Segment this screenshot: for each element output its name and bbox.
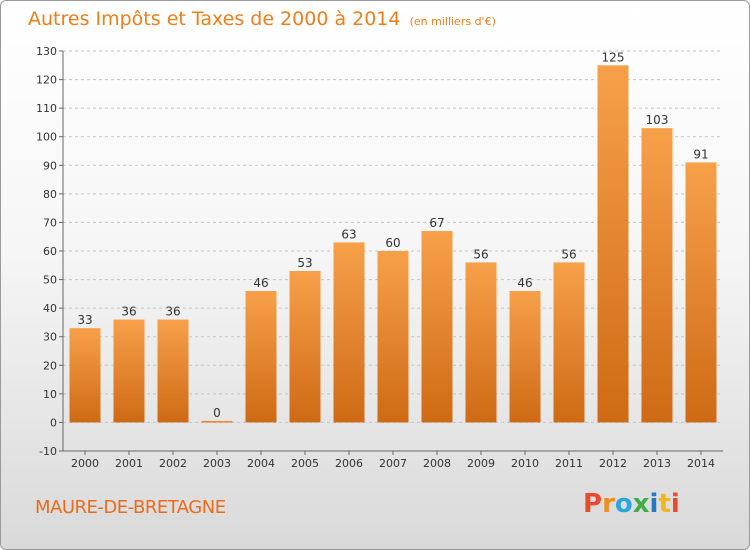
- x-tick-label: 2007: [379, 457, 407, 470]
- chart-unit: (en milliers d'€): [409, 15, 496, 28]
- y-tick-label: 100: [36, 131, 57, 144]
- y-tick-label: 110: [36, 102, 57, 115]
- data-label: 56: [473, 247, 488, 261]
- y-tick-label: 20: [43, 359, 57, 372]
- y-tick-label: 10: [43, 388, 57, 401]
- bar: [465, 262, 497, 423]
- y-tick-label: 130: [36, 45, 57, 58]
- x-tick-label: 2011: [555, 457, 583, 470]
- bar: [597, 65, 629, 423]
- y-tick-label: 60: [43, 245, 57, 258]
- x-tick-label: 2010: [511, 457, 539, 470]
- y-tick-label: -10: [39, 445, 57, 458]
- x-tick-label: 2006: [335, 457, 363, 470]
- data-labels: 33 36 36 0 46 53 63 60 67 56 46 56 125 103 91: [77, 50, 708, 420]
- data-label: 46: [253, 276, 268, 290]
- x-tick-label: 2008: [423, 457, 451, 470]
- bar: [641, 128, 673, 423]
- data-label: 60: [385, 236, 400, 250]
- logo-letter: i: [649, 489, 659, 519]
- x-tick-label: 2004: [247, 457, 275, 470]
- x-tick-label: 2013: [643, 457, 671, 470]
- y-tick-label: 120: [36, 74, 57, 87]
- commune-name: MAURE-DE-BRETAGNE: [35, 497, 226, 518]
- bar: [113, 319, 145, 423]
- bar: [289, 271, 321, 423]
- y-tick-label: 90: [43, 159, 57, 172]
- data-label: 63: [341, 227, 356, 241]
- y-tick-label: 50: [43, 274, 57, 287]
- y-tick-label: 30: [43, 331, 57, 344]
- bar: [553, 262, 585, 423]
- logo-letter: o: [614, 489, 633, 519]
- x-tick-label: 2009: [467, 457, 495, 470]
- data-label: 56: [561, 247, 576, 261]
- bar: [509, 291, 541, 423]
- proxiti-logo: Proxiti: [583, 489, 680, 519]
- bar: [377, 251, 409, 423]
- bars: [69, 65, 717, 423]
- data-label: 46: [517, 276, 532, 290]
- data-label: 103: [646, 113, 669, 127]
- y-tick-label: 70: [43, 216, 57, 229]
- data-label: 125: [602, 50, 625, 64]
- bar: [157, 319, 189, 423]
- bar: [69, 328, 101, 423]
- bar: [333, 242, 365, 423]
- x-tick-label: 2005: [291, 457, 319, 470]
- y-tick-label: 40: [43, 302, 57, 315]
- logo-letter: t: [658, 489, 671, 519]
- logo-letter: x: [632, 489, 650, 519]
- logo-letter: r: [602, 489, 615, 519]
- bar: [421, 231, 453, 423]
- chart-title-block: Autres Impôts et Taxes de 2000 à 2014 (e…: [28, 8, 496, 30]
- bar: [201, 420, 233, 423]
- x-tick-label: 2012: [599, 457, 627, 470]
- logo-letter: i: [670, 489, 680, 519]
- x-tick-label: 2014: [687, 457, 715, 470]
- data-label: 0: [213, 406, 221, 420]
- axes: -10 0 10 20 30 40 50 60 70 80 90 100 110 120 130 2000 20…: [36, 45, 723, 470]
- y-tick-label: 0: [50, 416, 57, 429]
- data-label: 53: [297, 256, 312, 270]
- x-tick-label: 2000: [71, 457, 99, 470]
- x-tick-label: 2003: [203, 457, 231, 470]
- data-label: 36: [121, 305, 136, 319]
- data-label: 36: [165, 305, 180, 319]
- data-label: 67: [429, 216, 444, 230]
- x-tick-label: 2002: [159, 457, 187, 470]
- data-label: 91: [693, 147, 708, 161]
- logo-letter: P: [583, 489, 603, 519]
- x-tick-label: 2001: [115, 457, 143, 470]
- data-label: 33: [77, 313, 92, 327]
- bar: [245, 291, 277, 423]
- bar: [685, 162, 717, 423]
- y-tick-label: 80: [43, 188, 57, 201]
- chart-title: Autres Impôts et Taxes de 2000 à 2014: [28, 8, 401, 30]
